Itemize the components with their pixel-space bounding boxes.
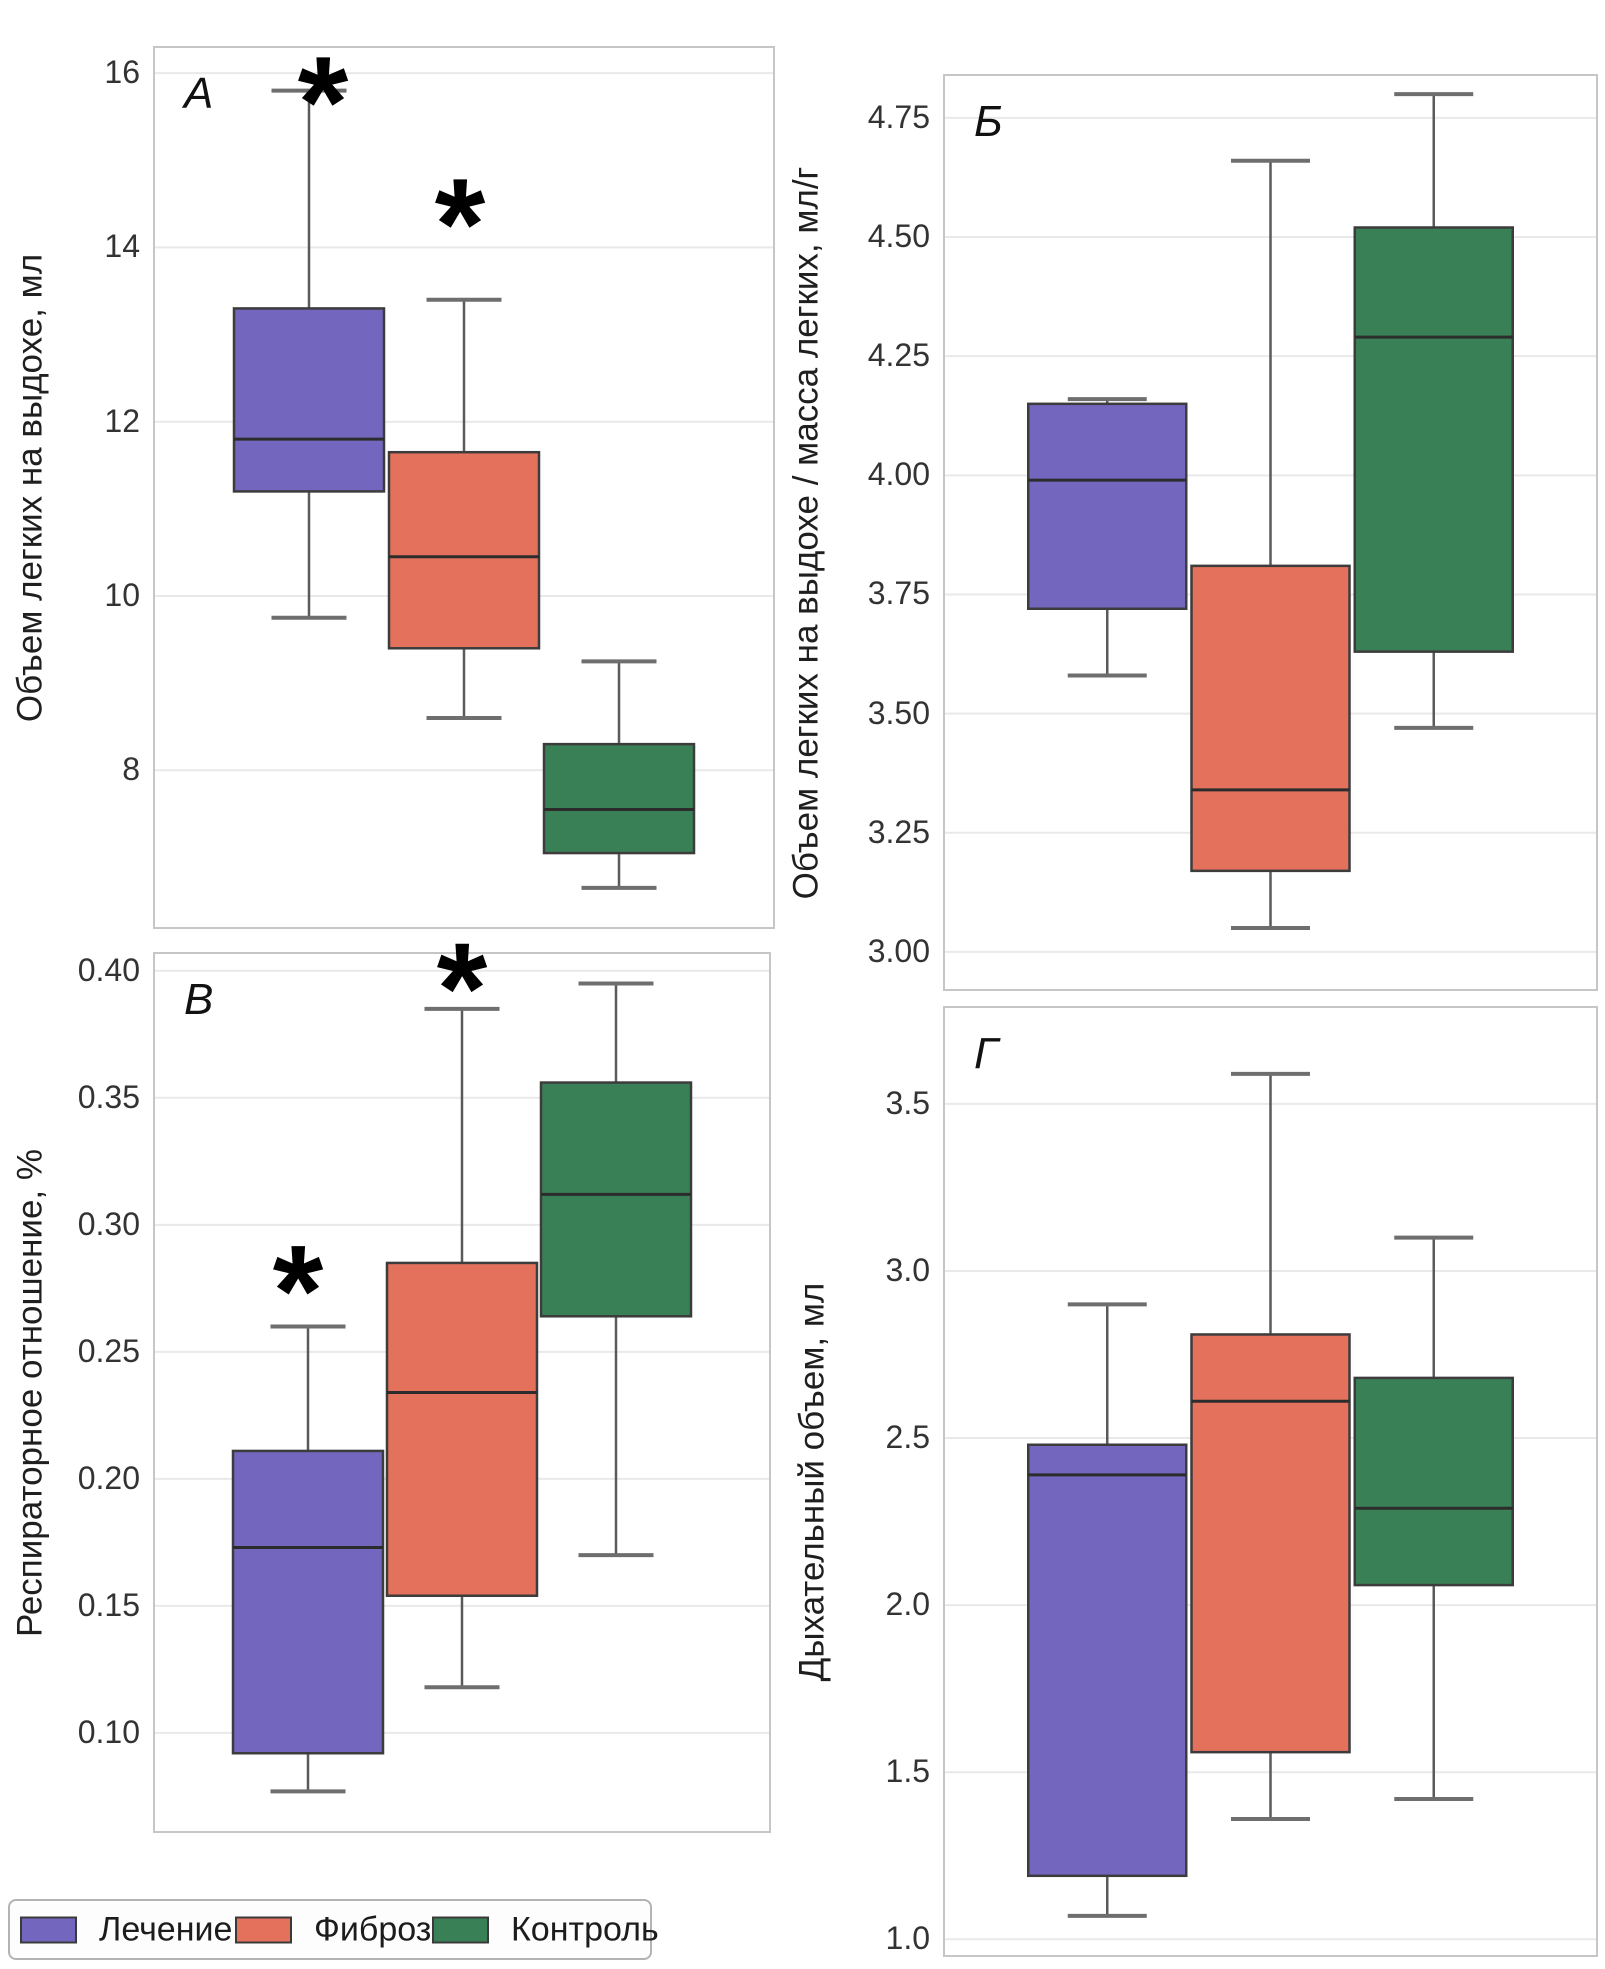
plot-border: [943, 1006, 1598, 1957]
y-tick-label: 0.20: [77, 1459, 140, 1496]
y-tick-label: 2.5: [885, 1419, 930, 1456]
y-axis-label: Объем легких на выдохе, мл: [10, 253, 49, 722]
legend-item: Контроль: [432, 1910, 659, 1949]
y-tick-label: 3.25: [867, 813, 930, 850]
asterisk-annotation: *: [273, 1218, 324, 1364]
box-Контроль: [1353, 226, 1514, 653]
legend-item-label: Контроль: [511, 1910, 659, 1948]
y-tick-label: 3.00: [867, 932, 930, 969]
plot-border: [943, 74, 1598, 991]
y-tick-label: 2.0: [885, 1586, 930, 1623]
box-Контроль: [539, 1081, 693, 1318]
asterisk-annotation: *: [437, 915, 488, 1061]
legend-swatch-kontrol: [432, 1916, 489, 1943]
panel-letter: В: [184, 975, 214, 1024]
y-tick-label: 4.00: [867, 456, 930, 493]
box-Лечение: [232, 307, 386, 493]
y-tick-label: 4.25: [867, 337, 930, 374]
legend-swatch-fibroz: [235, 1916, 292, 1943]
box-Контроль: [542, 742, 696, 855]
y-tick-label: 4.75: [867, 98, 930, 135]
legend-item-label: Фиброз: [314, 1910, 432, 1948]
asterisk-annotation: *: [435, 151, 486, 297]
y-tick-label: 0.10: [77, 1713, 140, 1750]
y-tick-label: 3.5: [885, 1084, 930, 1121]
y-tick-label: 3.75: [867, 575, 930, 612]
y-tick-label: 0.35: [77, 1078, 140, 1115]
y-tick-label: 0.30: [77, 1205, 140, 1242]
plot-border: [153, 952, 771, 1833]
y-tick-label: 10: [104, 576, 140, 613]
box-Фиброз: [387, 450, 541, 650]
y-tick-label: 0.25: [77, 1332, 140, 1369]
y-tick-label: 12: [104, 402, 140, 439]
box-Лечение: [1027, 1443, 1188, 1878]
y-tick-label: 4.50: [867, 218, 930, 255]
asterisk-annotation: *: [298, 29, 349, 175]
y-tick-label: 1.0: [885, 1920, 930, 1957]
panel-letter: А: [184, 69, 214, 118]
plot-border: [153, 46, 775, 929]
legend-item: Лечение: [20, 1910, 232, 1949]
y-tick-label: 8: [122, 751, 140, 788]
legend-item: Фиброз: [235, 1910, 431, 1949]
box-Фиброз: [385, 1261, 539, 1597]
y-axis-label: Объем легких на выдохе / масса легких, м…: [786, 166, 825, 899]
y-tick-label: 1.5: [885, 1753, 930, 1790]
box-Фиброз: [1190, 564, 1351, 873]
box-Контроль: [1353, 1376, 1514, 1587]
panel-letter: Б: [974, 97, 1003, 146]
box-Лечение: [1027, 402, 1188, 610]
box-Лечение: [231, 1449, 385, 1755]
y-axis-label: Дыхательный объем, мл: [792, 1282, 831, 1681]
y-tick-label: 16: [104, 54, 140, 91]
legend: Лечение Фиброз Контроль: [8, 1899, 659, 1960]
y-tick-label: 14: [104, 228, 140, 265]
y-tick-label: 3.50: [867, 694, 930, 731]
y-tick-label: 0.40: [77, 951, 140, 988]
y-tick-label: 0.15: [77, 1586, 140, 1623]
box-Фиброз: [1190, 1333, 1351, 1754]
panel-letter: Г: [974, 1029, 998, 1078]
y-tick-label: 3.0: [885, 1251, 930, 1288]
legend-item-label: Лечение: [99, 1910, 233, 1948]
legend-swatch-lechenie: [20, 1916, 77, 1943]
